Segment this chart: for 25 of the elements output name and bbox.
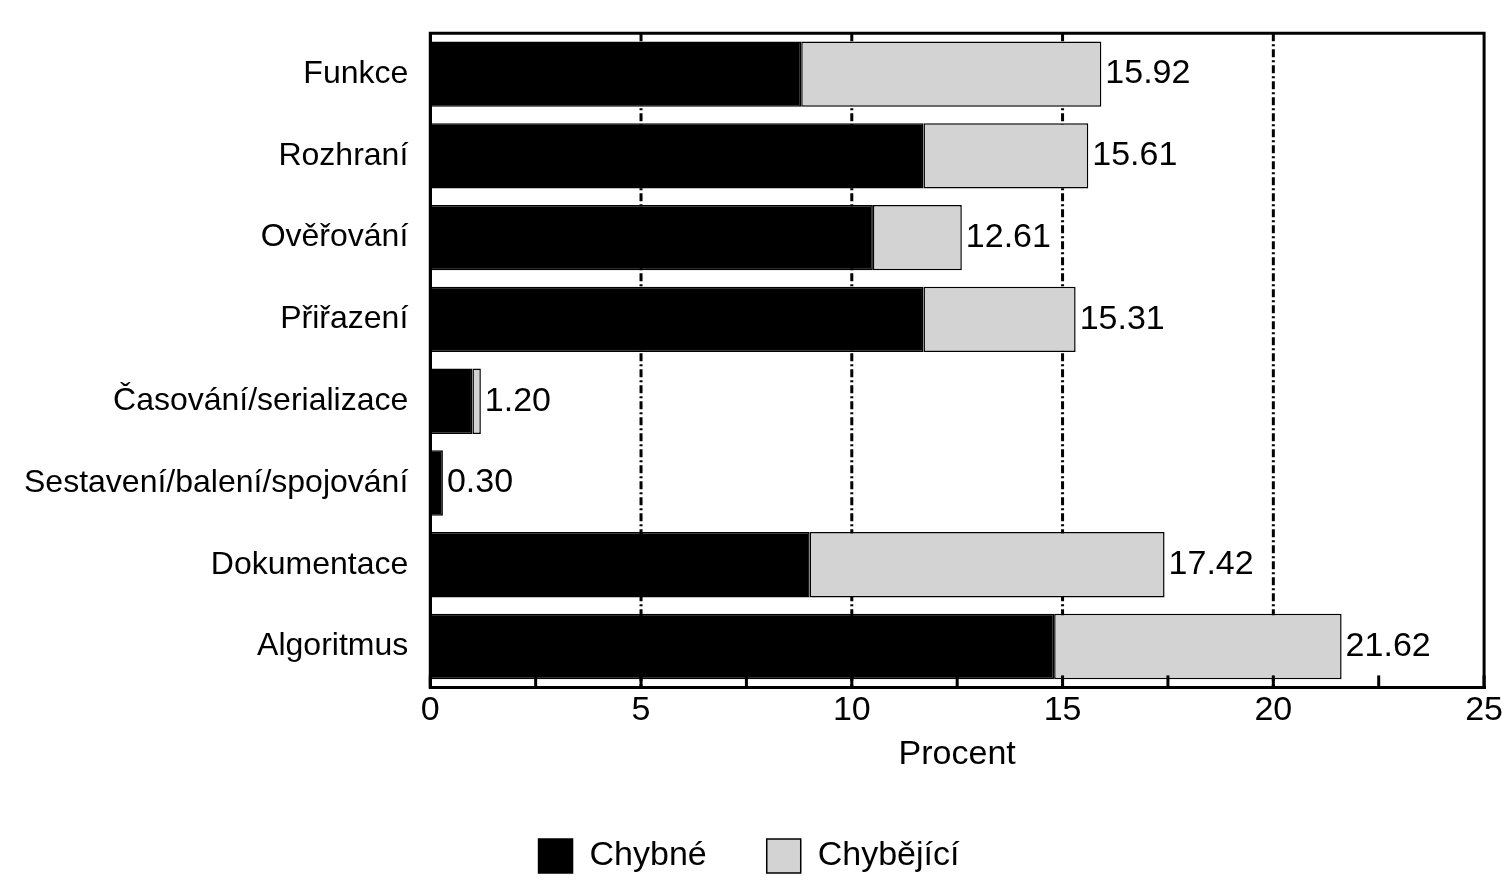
y-tick-label: Funkce <box>303 53 409 90</box>
total-label: 21.62 <box>1345 624 1431 663</box>
y-tick-label: Rozhraní <box>278 135 409 172</box>
total-label: 1.20 <box>484 379 552 418</box>
y-tick-label: Sestavení/balení/spojování <box>24 462 409 499</box>
x-tick-label: 25 <box>1465 689 1503 728</box>
y-tick-label: Časování/serializace <box>113 381 409 418</box>
x-tick-label: 20 <box>1254 689 1293 728</box>
legend-label: Chybějící <box>817 834 961 873</box>
legend-label: Chybné <box>589 834 707 873</box>
total-label: 15.61 <box>1092 134 1178 173</box>
total-label: 15.92 <box>1105 52 1191 91</box>
y-tick-label: Ověřování <box>260 217 409 254</box>
total-label: 15.31 <box>1079 297 1165 336</box>
y-tick-label: Algoritmus <box>257 626 409 663</box>
y-tick-label: Přiřazení <box>280 299 409 336</box>
x-axis-title: Procent <box>898 732 1017 771</box>
x-tick-label: 10 <box>832 689 871 728</box>
x-tick-label: 15 <box>1043 689 1082 728</box>
x-tick-label: 5 <box>631 689 651 728</box>
total-label: 12.61 <box>965 216 1051 255</box>
total-label: 0.30 <box>446 461 514 500</box>
total-label: 17.42 <box>1168 543 1254 582</box>
x-tick-label: 0 <box>420 689 440 728</box>
y-tick-label: Dokumentace <box>210 544 409 581</box>
